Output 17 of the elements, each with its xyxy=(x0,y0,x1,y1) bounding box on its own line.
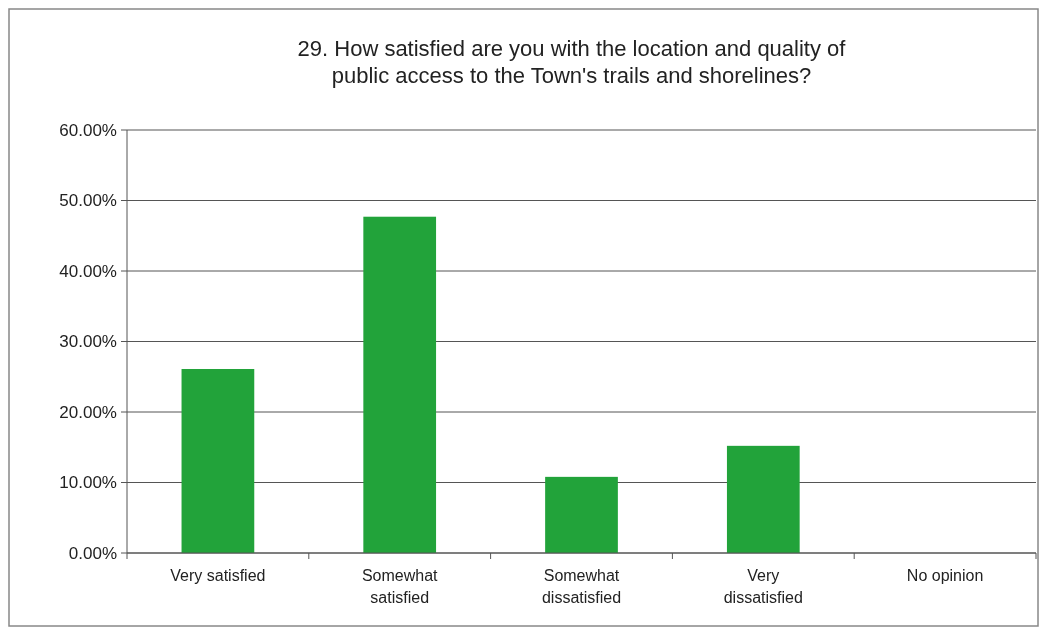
y-tick-label: 10.00% xyxy=(59,473,117,493)
bar xyxy=(181,369,255,553)
bar xyxy=(545,476,618,553)
x-tick-label: Somewhat satisfied xyxy=(361,567,439,606)
x-tick-label: Somewhat dissatisfied xyxy=(541,567,622,606)
y-tick-label: 50.00% xyxy=(59,191,117,211)
x-tick-label: Very satisfied xyxy=(170,567,266,584)
chart-title: 29. How satisfied are you with the location and quality of public access to the Town's trails and shorelines? xyxy=(297,36,847,88)
y-tick-label: 0.00% xyxy=(68,543,117,563)
y-tick-label: 20.00% xyxy=(59,402,117,422)
x-tick-label: Very dissatisfied xyxy=(723,567,803,606)
y-tick-label: 40.00% xyxy=(59,261,117,281)
x-tick-label: No opinion xyxy=(906,567,984,584)
y-tick-label: 30.00% xyxy=(59,332,117,352)
y-tick-label: 60.00% xyxy=(59,120,117,140)
bar xyxy=(726,445,800,553)
bar xyxy=(363,216,437,553)
